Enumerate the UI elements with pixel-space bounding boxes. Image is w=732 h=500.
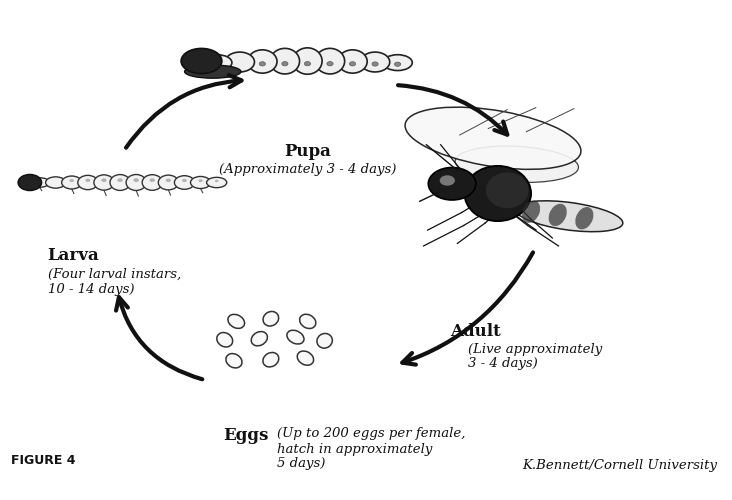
Ellipse shape xyxy=(78,176,98,190)
Text: Pupa: Pupa xyxy=(284,142,331,160)
Ellipse shape xyxy=(522,200,540,223)
Ellipse shape xyxy=(263,352,279,367)
Ellipse shape xyxy=(486,172,529,208)
Ellipse shape xyxy=(110,174,130,190)
Ellipse shape xyxy=(61,176,82,189)
Circle shape xyxy=(101,178,107,182)
Ellipse shape xyxy=(190,176,211,188)
Text: Larva: Larva xyxy=(48,248,100,264)
Ellipse shape xyxy=(270,48,299,74)
Ellipse shape xyxy=(293,48,322,74)
Ellipse shape xyxy=(455,146,578,182)
Circle shape xyxy=(133,178,139,182)
Circle shape xyxy=(117,178,123,182)
Ellipse shape xyxy=(203,54,232,70)
Text: (Live approximately
3 - 4 days): (Live approximately 3 - 4 days) xyxy=(468,342,602,370)
Text: Eggs: Eggs xyxy=(223,428,269,444)
Ellipse shape xyxy=(126,174,146,190)
Text: Adult: Adult xyxy=(450,322,501,340)
Text: (Four larval instars,
10 - 14 days): (Four larval instars, 10 - 14 days) xyxy=(48,268,181,295)
Circle shape xyxy=(305,62,310,66)
Circle shape xyxy=(372,62,378,66)
Ellipse shape xyxy=(405,107,581,170)
Ellipse shape xyxy=(228,314,244,328)
Circle shape xyxy=(349,62,356,66)
Circle shape xyxy=(18,174,42,190)
Circle shape xyxy=(440,176,455,186)
Ellipse shape xyxy=(226,354,242,368)
Ellipse shape xyxy=(247,50,277,73)
Ellipse shape xyxy=(575,207,594,230)
Circle shape xyxy=(149,178,155,182)
Circle shape xyxy=(70,179,74,182)
Circle shape xyxy=(327,62,333,66)
Text: K.Bennett/Cornell University: K.Bennett/Cornell University xyxy=(523,460,717,472)
Circle shape xyxy=(215,180,218,182)
Ellipse shape xyxy=(465,166,531,221)
Ellipse shape xyxy=(206,178,227,188)
Text: (Approximately 3 - 4 days): (Approximately 3 - 4 days) xyxy=(219,162,396,175)
Ellipse shape xyxy=(297,351,313,365)
Circle shape xyxy=(182,179,187,182)
Circle shape xyxy=(395,62,400,66)
Ellipse shape xyxy=(94,175,114,190)
Ellipse shape xyxy=(225,52,255,72)
Circle shape xyxy=(86,178,90,182)
Circle shape xyxy=(259,62,266,66)
Ellipse shape xyxy=(360,52,389,72)
Ellipse shape xyxy=(142,174,163,190)
Ellipse shape xyxy=(29,178,50,188)
Circle shape xyxy=(198,179,203,182)
Ellipse shape xyxy=(549,204,567,226)
Ellipse shape xyxy=(158,175,179,190)
Ellipse shape xyxy=(182,48,222,74)
Circle shape xyxy=(282,62,288,66)
Ellipse shape xyxy=(515,201,623,232)
Text: FIGURE 4: FIGURE 4 xyxy=(11,454,75,468)
Circle shape xyxy=(165,178,171,182)
Ellipse shape xyxy=(217,332,233,347)
Ellipse shape xyxy=(315,48,345,74)
Ellipse shape xyxy=(263,312,279,326)
Ellipse shape xyxy=(338,50,367,73)
Ellipse shape xyxy=(45,177,66,188)
Ellipse shape xyxy=(251,332,267,346)
Ellipse shape xyxy=(317,334,332,348)
Ellipse shape xyxy=(299,314,315,328)
Ellipse shape xyxy=(383,54,412,70)
Ellipse shape xyxy=(287,330,304,344)
Ellipse shape xyxy=(174,176,195,190)
Circle shape xyxy=(428,168,476,200)
Ellipse shape xyxy=(184,65,241,78)
Text: (Up to 200 eggs per female,
hatch in approximately
5 days): (Up to 200 eggs per female, hatch in app… xyxy=(277,428,466,470)
